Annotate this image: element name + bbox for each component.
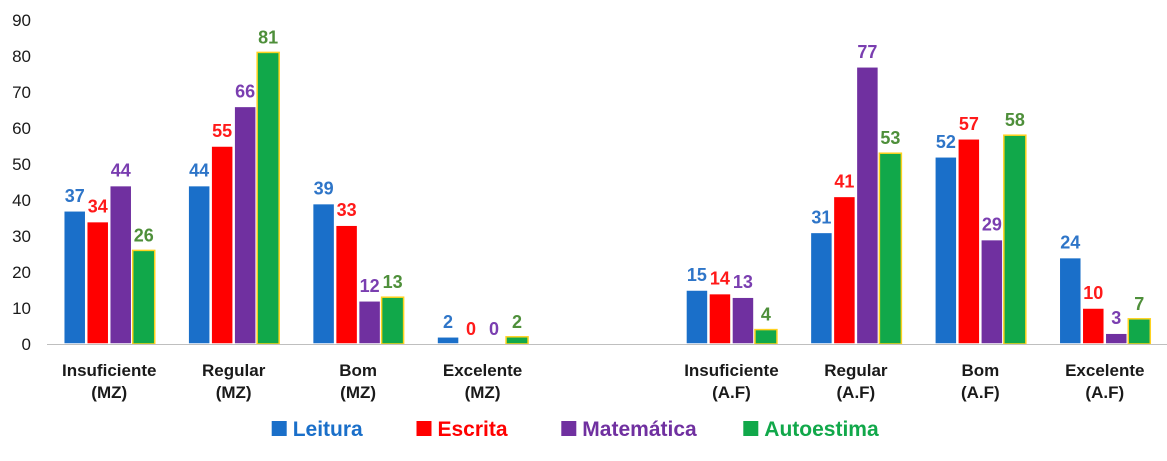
data-label-leitura: 44: [189, 161, 209, 181]
bar-leitura: [436, 336, 460, 345]
legend-label-leitura: Leitura: [293, 418, 363, 441]
x-category-label: Insuficiente (A.F): [684, 361, 778, 402]
bar-autoestima: [754, 328, 778, 345]
data-label-autoestima: 4: [761, 305, 771, 325]
x-category-label: Bom (MZ): [339, 361, 377, 402]
bar-escrita: [708, 292, 732, 345]
data-label-escrita: 10: [1083, 283, 1103, 303]
bar-autoestima: [505, 336, 529, 345]
legend-swatch-escrita: [416, 421, 432, 436]
bar-escrita: [832, 195, 857, 345]
data-label-matematica: 13: [733, 272, 753, 292]
data-label-escrita: 14: [710, 269, 730, 289]
legend-swatch-matematica: [561, 421, 577, 436]
bar-matematica: [108, 184, 133, 345]
bar-matematica: [1104, 332, 1129, 345]
data-label-autoestima: 81: [258, 27, 278, 47]
bar-leitura: [62, 210, 87, 345]
data-label-escrita: 41: [834, 171, 854, 191]
bars: [62, 51, 1152, 345]
bar-autoestima: [1003, 134, 1027, 345]
bar-escrita: [85, 220, 110, 345]
y-tick-label: 70: [12, 83, 31, 102]
data-label-matematica: 29: [982, 215, 1002, 235]
bar-escrita: [210, 145, 234, 345]
x-category-label: Excelente (MZ): [443, 361, 522, 402]
x-category-label: Regular (A.F): [824, 361, 888, 402]
data-label-leitura: 15: [687, 265, 707, 285]
bar-matematica: [731, 296, 755, 345]
data-label-autoestima: 7: [1134, 294, 1144, 314]
bar-matematica: [855, 66, 880, 345]
legend-swatch-leitura: [271, 421, 287, 436]
x-axis: Insuficiente (MZ) Regular (MZ) Bom (MZ) Excele…: [62, 361, 1144, 402]
legend-swatch-autoestima: [743, 421, 759, 436]
y-tick-label: 0: [22, 335, 31, 354]
data-label-matematica: 3: [1111, 308, 1121, 328]
data-label-autoestima: 13: [383, 272, 403, 292]
data-label-escrita: 57: [959, 114, 979, 134]
data-label-matematica: 77: [857, 42, 877, 62]
y-tick-label: 30: [12, 227, 31, 246]
y-tick-label: 80: [12, 47, 31, 66]
y-axis: 0 10 20 30 40 50 60 70 80 90: [12, 11, 31, 354]
data-label-autoestima: 53: [880, 128, 900, 148]
legend-label-autoestima: Autoestima: [764, 418, 879, 441]
x-category-label: Excelente (A.F): [1065, 361, 1144, 402]
bar-autoestima: [256, 51, 280, 345]
bar-autoestima: [1127, 318, 1152, 345]
y-tick-label: 20: [12, 263, 31, 282]
y-tick-label: 60: [12, 119, 31, 138]
data-label-escrita: 0: [466, 319, 476, 339]
bar-leitura: [685, 289, 709, 345]
bar-leitura: [311, 202, 336, 345]
y-tick-label: 10: [12, 299, 31, 318]
bar-matematica: [357, 300, 382, 345]
data-label-escrita: 55: [212, 121, 232, 141]
bar-escrita: [957, 138, 981, 345]
data-label-leitura: 2: [443, 312, 453, 332]
x-category-label: Bom (A.F): [961, 361, 1000, 402]
data-label-leitura: 24: [1060, 233, 1080, 253]
data-label-autoestima: 2: [512, 312, 522, 332]
data-label-leitura: 52: [936, 132, 956, 152]
data-label-autoestima: 26: [134, 225, 154, 245]
data-label-matematica: 0: [489, 319, 499, 339]
legend-label-escrita: Escrita: [438, 418, 508, 441]
y-tick-label: 50: [12, 155, 31, 174]
bar-escrita: [334, 224, 359, 345]
bar-autoestima: [131, 249, 156, 345]
y-tick-label: 90: [12, 11, 31, 30]
y-tick-label: 40: [12, 191, 31, 210]
bar-matematica: [233, 105, 257, 345]
legend: Leitura Escrita Matemática Autoestima: [271, 418, 879, 441]
data-label-autoestima: 58: [1005, 110, 1025, 130]
bar-leitura: [1058, 256, 1083, 345]
data-label-leitura: 37: [65, 186, 85, 206]
bar-leitura: [809, 231, 834, 345]
bar-matematica: [980, 238, 1004, 345]
legend-label-matematica: Matemática: [582, 418, 697, 441]
data-label-escrita: 33: [337, 200, 357, 220]
x-category-label: Regular (MZ): [202, 361, 266, 402]
bar-leitura: [934, 156, 958, 345]
data-label-escrita: 34: [88, 197, 108, 217]
bar-autoestima: [878, 152, 903, 345]
data-label-matematica: 66: [235, 81, 255, 101]
bar-leitura: [187, 184, 211, 345]
bar-autoestima: [380, 296, 405, 345]
data-label-leitura: 31: [811, 207, 831, 227]
data-label-matematica: 12: [360, 276, 380, 296]
bar-escrita: [1081, 307, 1106, 345]
x-category-label: Insuficiente (MZ): [62, 361, 156, 402]
data-label-matematica: 44: [111, 161, 131, 181]
data-label-leitura: 39: [314, 179, 334, 199]
